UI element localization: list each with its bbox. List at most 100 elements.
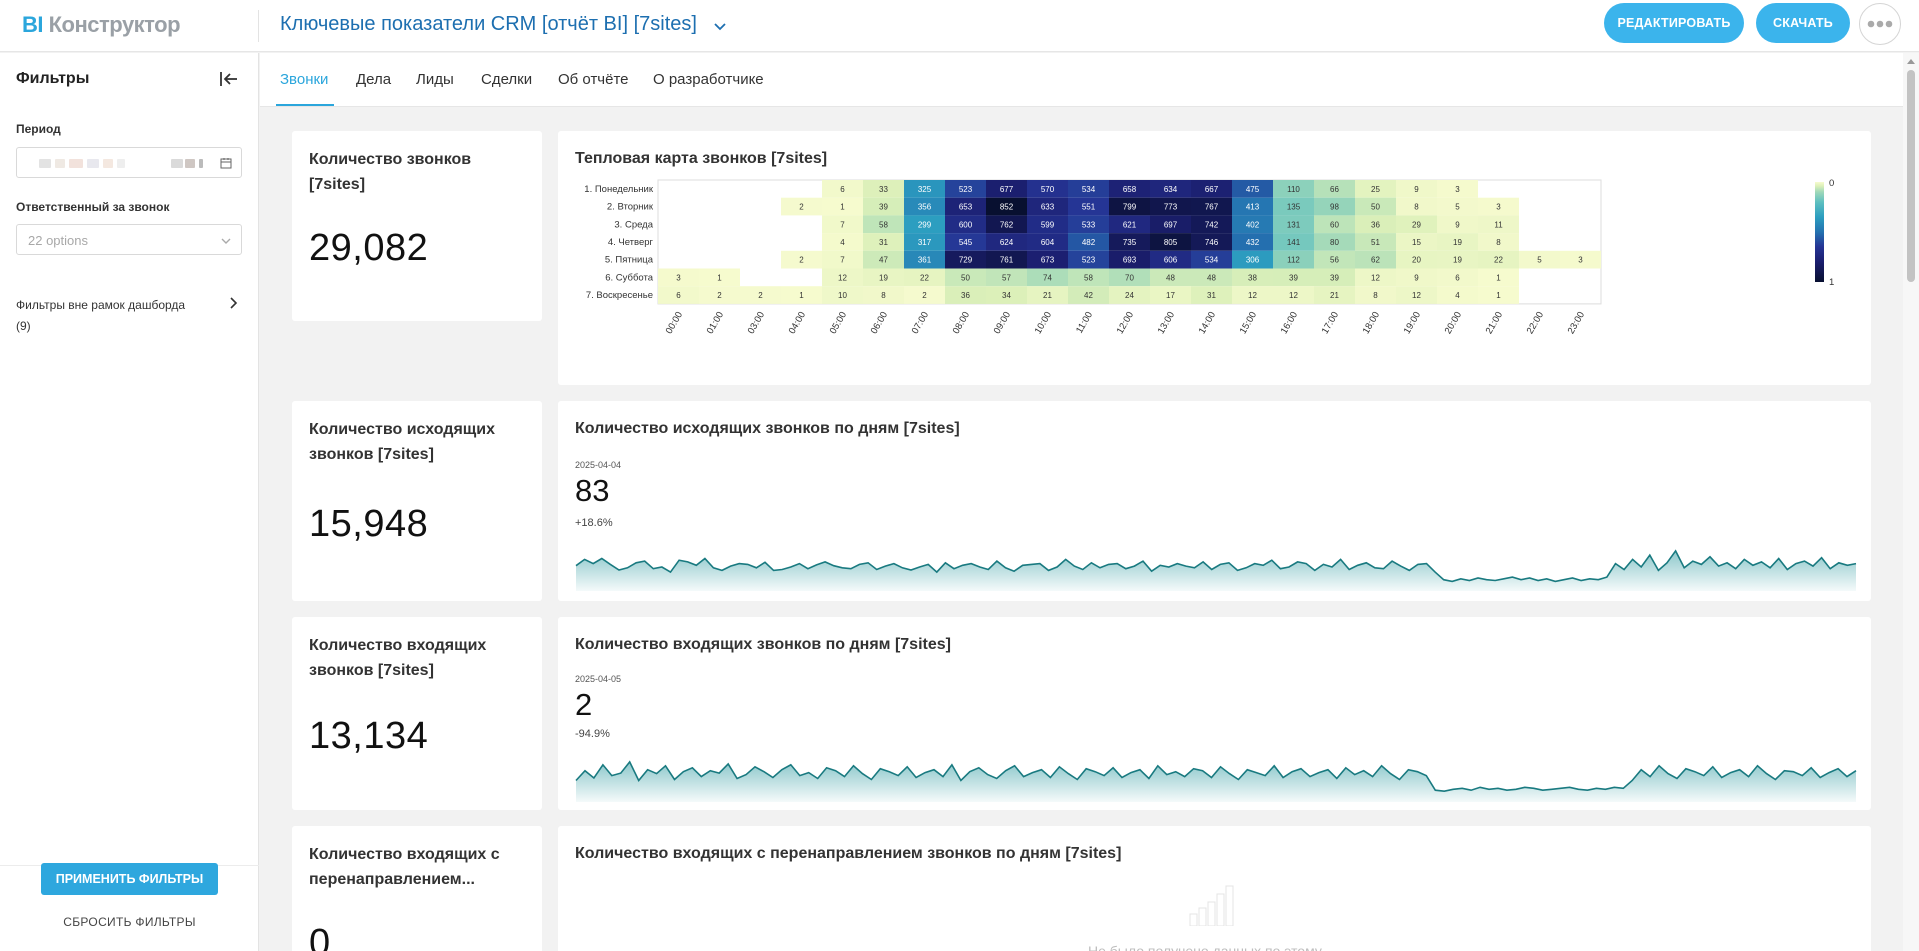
heatmap-cell[interactable] [1396, 180, 1437, 198]
heatmap-cell[interactable] [1150, 197, 1191, 216]
heatmap-cell[interactable] [1314, 197, 1355, 216]
heatmap-cell[interactable] [904, 180, 945, 198]
heatmap-cell[interactable] [1273, 268, 1314, 287]
heatmap-cell[interactable] [986, 233, 1027, 251]
heatmap-cell[interactable] [1109, 268, 1150, 287]
scroll-up-icon[interactable] [1906, 57, 1916, 65]
heatmap-cell[interactable] [945, 180, 986, 198]
heatmap-cell[interactable] [863, 180, 904, 198]
heatmap-cell[interactable] [986, 268, 1027, 287]
heatmap-cell[interactable] [1396, 197, 1437, 216]
heatmap-cell[interactable] [986, 197, 1027, 216]
heatmap-cell[interactable] [1068, 268, 1109, 287]
heatmap-cell[interactable] [1478, 268, 1519, 287]
heatmap-cell[interactable] [1396, 233, 1437, 251]
download-button[interactable]: СКАЧАТЬ [1756, 3, 1850, 43]
report-title[interactable]: Ключевые показатели CRM [отчёт BI] [7sit… [280, 13, 697, 35]
heatmap-cell[interactable] [1150, 286, 1191, 304]
reset-filters-button[interactable]: СБРОСИТЬ ФИЛЬТРЫ [63, 915, 196, 929]
heatmap-cell[interactable] [1396, 268, 1437, 287]
heatmap-cell[interactable] [1191, 250, 1232, 269]
chevron-down-icon[interactable] [712, 18, 728, 34]
heatmap-cell[interactable] [1027, 286, 1068, 304]
incoming-sparkline[interactable] [575, 756, 1857, 802]
heatmap-cell[interactable] [1191, 233, 1232, 251]
tab-calls[interactable]: Звонки [280, 71, 329, 88]
heatmap-cell[interactable] [1150, 180, 1191, 198]
heatmap-cell[interactable] [1068, 180, 1109, 198]
heatmap-cell[interactable] [1027, 180, 1068, 198]
heatmap-cell[interactable] [863, 197, 904, 216]
chevron-right-icon[interactable] [226, 296, 240, 310]
collapse-sidebar-icon[interactable] [218, 69, 240, 89]
heatmap-cell[interactable] [1068, 286, 1109, 304]
outgoing-sparkline[interactable] [575, 545, 1857, 591]
tab-deals[interactable]: Сделки [481, 71, 533, 88]
heatmap-cell[interactable] [1232, 215, 1273, 234]
heatmap-cell[interactable] [822, 215, 863, 234]
heatmap-cell[interactable] [1150, 233, 1191, 251]
heatmap-cell[interactable] [1191, 286, 1232, 304]
heatmap-chart[interactable]: 1. Понедельник 6 33 325 523 677 570 534 658 634 66… [558, 131, 1871, 385]
heatmap-cell[interactable] [1396, 250, 1437, 269]
heatmap-cell[interactable] [863, 250, 904, 269]
heatmap-cell[interactable] [904, 233, 945, 251]
heatmap-cell[interactable] [822, 180, 863, 198]
heatmap-cell[interactable] [904, 268, 945, 287]
heatmap-cell[interactable] [1109, 286, 1150, 304]
heatmap-cell[interactable] [1478, 286, 1519, 304]
heatmap-cell[interactable] [863, 268, 904, 287]
heatmap-cell[interactable] [1437, 250, 1478, 269]
period-date-input[interactable] [16, 147, 242, 178]
heatmap-cell[interactable] [1191, 197, 1232, 216]
heatmap-cell[interactable] [1232, 180, 1273, 198]
heatmap-cell[interactable] [1027, 215, 1068, 234]
heatmap-cell[interactable] [1068, 197, 1109, 216]
heatmap-cell[interactable] [1437, 215, 1478, 234]
heatmap-cell[interactable] [1273, 180, 1314, 198]
tab-tasks[interactable]: Дела [356, 71, 392, 88]
heatmap-cell[interactable] [781, 286, 822, 304]
heatmap-cell[interactable] [986, 180, 1027, 198]
heatmap-cell[interactable] [822, 250, 863, 269]
heatmap-cell[interactable] [1314, 286, 1355, 304]
heatmap-cell[interactable] [1109, 197, 1150, 216]
heatmap-cell[interactable] [1355, 268, 1396, 287]
heatmap-cell[interactable] [1068, 215, 1109, 234]
heatmap-cell[interactable] [1355, 250, 1396, 269]
heatmap-cell[interactable] [1027, 268, 1068, 287]
heatmap-cell[interactable] [1150, 215, 1191, 234]
heatmap-cell[interactable] [1437, 180, 1478, 198]
tab-leads[interactable]: Лиды [416, 71, 454, 88]
heatmap-cell[interactable] [1027, 233, 1068, 251]
tab-about-report[interactable]: Об отчёте [558, 71, 629, 88]
heatmap-cell[interactable] [1232, 233, 1273, 251]
heatmap-cell[interactable] [863, 286, 904, 304]
heatmap-cell[interactable] [1109, 233, 1150, 251]
heatmap-cell[interactable] [1355, 286, 1396, 304]
heatmap-cell[interactable] [699, 268, 740, 287]
heatmap-cell[interactable] [904, 250, 945, 269]
heatmap-cell[interactable] [1273, 215, 1314, 234]
heatmap-cell[interactable] [1355, 180, 1396, 198]
heatmap-cell[interactable] [1437, 286, 1478, 304]
heatmap-cell[interactable] [1150, 250, 1191, 269]
heatmap-cell[interactable] [1273, 286, 1314, 304]
heatmap-cell[interactable] [1478, 215, 1519, 234]
heatmap-cell[interactable] [1314, 180, 1355, 198]
heatmap-cell[interactable] [1191, 215, 1232, 234]
heatmap-cell[interactable] [1437, 197, 1478, 216]
heatmap-cell[interactable] [1232, 268, 1273, 287]
heatmap-cell[interactable] [658, 286, 699, 304]
heatmap-cell[interactable] [1437, 268, 1478, 287]
heatmap-cell[interactable] [1273, 250, 1314, 269]
heatmap-cell[interactable] [1519, 250, 1560, 269]
heatmap-cell[interactable] [1232, 197, 1273, 216]
heatmap-cell[interactable] [1068, 233, 1109, 251]
heatmap-cell[interactable] [822, 268, 863, 287]
heatmap-cell[interactable] [986, 250, 1027, 269]
app-logo[interactable]: BI Конструктор [22, 12, 181, 38]
heatmap-cell[interactable] [1150, 268, 1191, 287]
heatmap-cell[interactable] [1109, 250, 1150, 269]
heatmap-cell[interactable] [1314, 215, 1355, 234]
